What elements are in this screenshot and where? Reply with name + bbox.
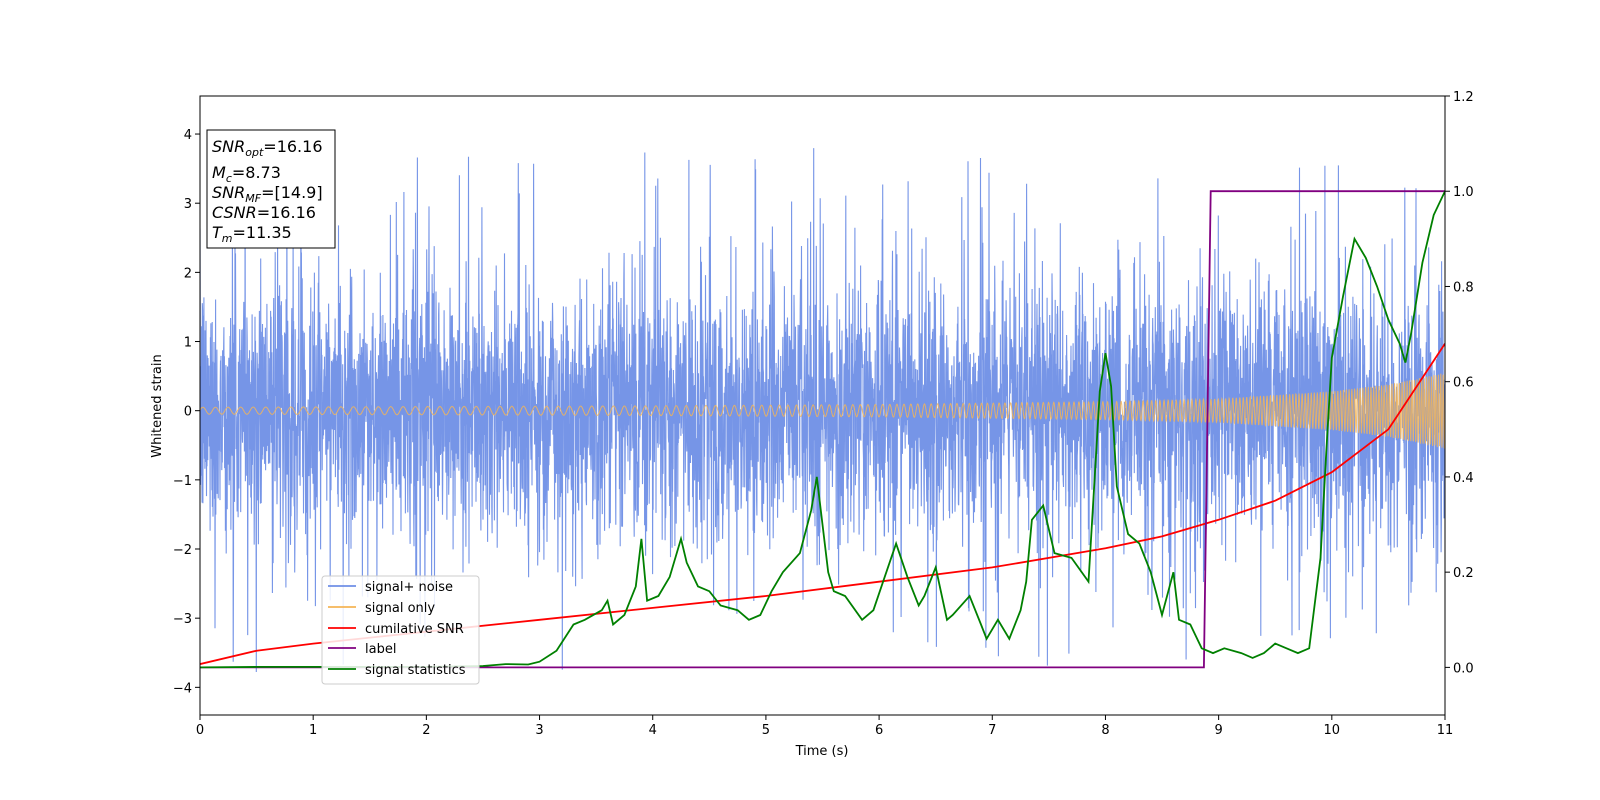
info-box: SNRopt=16.16 Mc=8.73 SNRMF=[14.9] CSNR=1… [206, 129, 336, 249]
legend-label-label: label [365, 642, 396, 657]
x-tick-label: 6 [875, 723, 883, 738]
info-mc: Mc=8.73 [212, 163, 281, 185]
legend-label-signal-statistics: signal statistics [365, 663, 466, 678]
y-axis-left: −4 −3 −2 −1 0 1 2 3 4 [173, 128, 200, 696]
y-right-tick-label: 0.6 [1453, 376, 1474, 391]
series-signal-noise [200, 148, 1445, 673]
y-right-tick-label: 0.4 [1453, 471, 1474, 486]
y-left-tick-label: 3 [184, 197, 192, 212]
x-tick-label: 3 [535, 723, 543, 738]
x-tick-label: 2 [422, 723, 430, 738]
x-tick-label: 1 [309, 723, 317, 738]
y-right-tick-label: 0.0 [1453, 661, 1474, 676]
y-right-tick-label: 0.2 [1453, 566, 1474, 581]
y-axis-label: Whitened strain [150, 354, 165, 457]
series-signal-statistics [200, 190, 1445, 669]
info-snr-mf: SNRMF=[14.9] [212, 183, 323, 205]
legend: signal+ noise signal only cumilative SNR… [321, 575, 480, 685]
x-tick-label: 4 [649, 723, 657, 738]
y-left-tick-label: 0 [184, 405, 192, 420]
x-tick-label: 9 [1214, 723, 1222, 738]
y-left-tick-label: 2 [184, 266, 192, 281]
legend-label-signal-only: signal only [365, 601, 435, 616]
x-tick-label: 7 [988, 723, 996, 738]
series-signal-only [200, 373, 1445, 449]
plot-frame [199, 95, 1446, 716]
series-label [200, 190, 1445, 669]
info-snr-opt: SNRopt=16.16 [212, 137, 323, 159]
x-tick-label: 11 [1437, 723, 1454, 738]
x-tick-label: 5 [762, 723, 770, 738]
info-csnr: CSNR=16.16 [212, 203, 316, 222]
x-tick-label: 8 [1101, 723, 1109, 738]
x-tick-label: 0 [196, 723, 204, 738]
y-left-tick-label: −4 [173, 681, 192, 696]
y-left-tick-label: −3 [173, 612, 192, 627]
x-axis: 0 1 2 3 4 5 6 7 8 9 10 11 [196, 715, 1453, 738]
y-left-tick-label: −2 [173, 543, 192, 558]
y-left-tick-label: 1 [184, 336, 192, 351]
y-right-tick-label: 1.0 [1453, 185, 1474, 200]
legend-label-signal-noise: signal+ noise [365, 580, 453, 595]
legend-label-cumulative-snr: cumilative SNR [365, 622, 464, 637]
y-right-tick-label: 1.2 [1453, 90, 1474, 105]
y-left-tick-label: −1 [173, 474, 192, 489]
y-axis-right: 0.0 0.2 0.4 0.6 0.8 1.0 1.2 [1445, 90, 1474, 676]
y-right-tick-label: 0.8 [1453, 280, 1474, 295]
y-left-tick-label: 4 [184, 128, 192, 143]
info-tm: Tm=11.35 [212, 223, 292, 245]
x-tick-label: 10 [1324, 723, 1341, 738]
x-axis-label: Time (s) [795, 744, 849, 759]
